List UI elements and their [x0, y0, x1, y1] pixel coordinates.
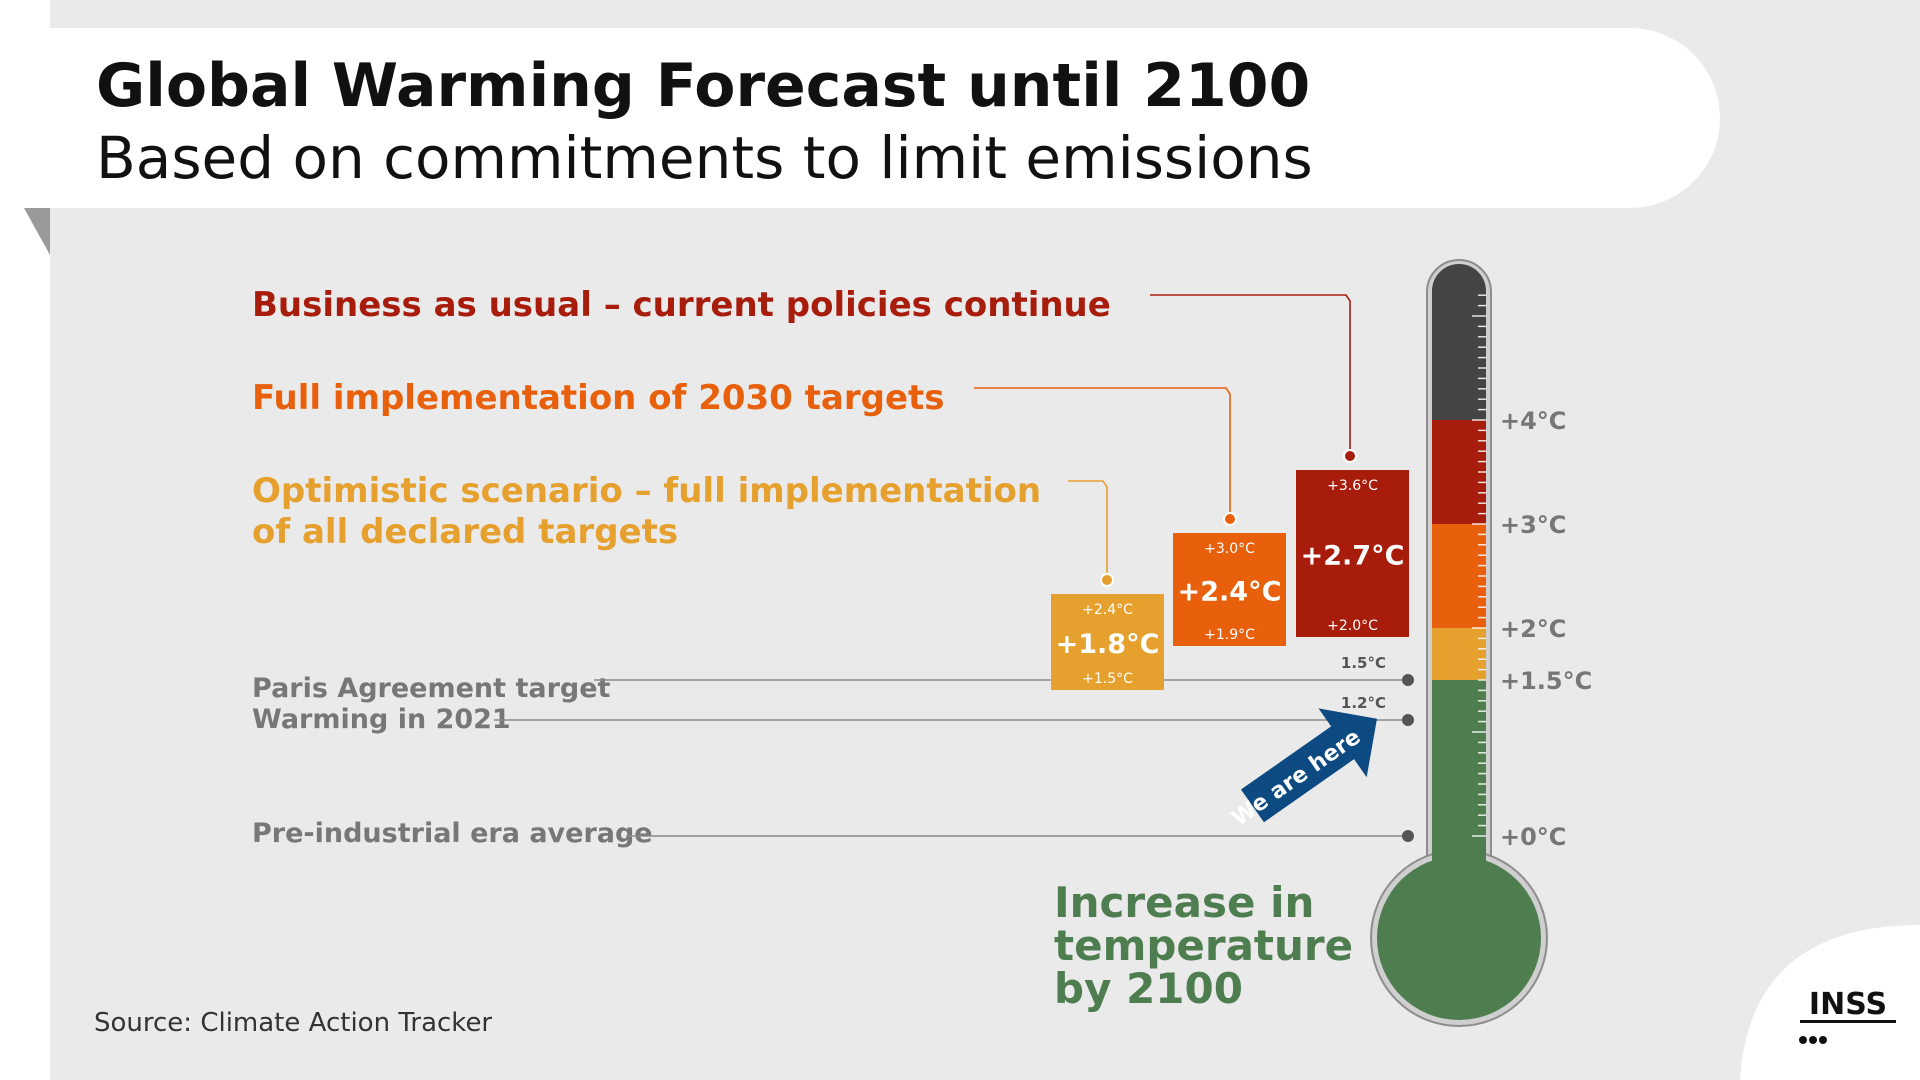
scenario-low-label: +1.9°C [1204, 627, 1255, 643]
scenario-low-label: +1.5°C [1082, 671, 1133, 687]
logo-rule [1800, 1020, 1896, 1023]
logo-corner: INSS [1740, 925, 1920, 1080]
thermometer-tick-label: +1.5°C [1500, 667, 1592, 695]
axis-title-line1: Increase in [1054, 878, 1314, 927]
logo-dot-1 [1799, 1036, 1807, 1044]
scenario-high-label: +2.4°C [1082, 602, 1133, 618]
axis-title-line3: by 2100 [1054, 964, 1243, 1013]
scenario-mid-label: +2.7°C [1301, 541, 1405, 572]
reference-lines: Paris Agreement target 1.5°C Warming in 20… [252, 654, 1414, 849]
we-are-here-arrow [1240, 708, 1377, 823]
banner-fold [24, 208, 50, 255]
thermometer-bulb [1377, 856, 1541, 1020]
scenario-leader-dot [1100, 573, 1114, 587]
scenario-bars: +2.4°C +1.8°C +1.5°C +3.0°C +2.4°C +1.9°C +3.6… [1051, 470, 1409, 690]
reference-value-label: 1.5°C [1341, 654, 1386, 672]
reference-point [1402, 830, 1414, 842]
thermometer-tick-label: +2°C [1500, 615, 1566, 643]
thermometer-band-0 [1432, 264, 1486, 420]
scenario-label-business-as-usual: Business as usual – current policies con… [252, 285, 1111, 325]
scenario-high-label: +3.0°C [1204, 541, 1255, 557]
scenario-label-optimistic-line2: of all declared targets [252, 512, 678, 552]
scenario-bar [1173, 533, 1286, 646]
scenario-low-label: +2.0°C [1327, 618, 1378, 634]
axis-title-line2: temperature [1054, 921, 1353, 970]
inss-logo: INSS [1809, 987, 1887, 1022]
thermometer-band-3 [1432, 628, 1486, 680]
axis-title: Increase in temperature by 2100 [1054, 878, 1353, 1013]
page-title: Global Warming Forecast until 2100 [96, 51, 1310, 121]
thermometer-band-2 [1432, 524, 1486, 628]
scenario-leader-line [1068, 480, 1108, 580]
thermometer-band-1 [1432, 420, 1486, 524]
scenario-mid-label: +1.8°C [1056, 629, 1160, 660]
thermometer-tick-label: +3°C [1500, 511, 1566, 539]
scenario-label-2030-targets: Full implementation of 2030 targets [252, 378, 945, 418]
scenario-bar [1296, 470, 1409, 637]
page-subtitle: Based on commitments to limit emissions [96, 124, 1313, 192]
reference-label: Paris Agreement target [252, 673, 611, 704]
logo-dot-3 [1819, 1036, 1827, 1044]
thermometer-tick-label: +4°C [1500, 407, 1566, 435]
scenario-label-optimistic-line1: Optimistic scenario – full implementatio… [252, 471, 1041, 511]
thermometer-bands [1432, 264, 1486, 940]
scenario-leaders [974, 294, 1357, 587]
scenario-mid-label: +2.4°C [1178, 577, 1282, 608]
scenario-high-label: +3.6°C [1327, 478, 1378, 494]
logo-backdrop [1740, 925, 1920, 1080]
scenario-leader-line [1150, 294, 1351, 456]
logo-dot-2 [1809, 1036, 1817, 1044]
reference-point [1402, 714, 1414, 726]
scenario-labels: Business as usual – current policies con… [252, 285, 1111, 552]
header-banner: Global Warming Forecast until 2100 Based… [24, 28, 1720, 255]
scenario-leader-dot [1223, 512, 1237, 526]
scenario-bar [1051, 594, 1164, 690]
reference-value-label: 1.2°C [1341, 694, 1386, 712]
thermometer: +4°C +3°C +2°C +1.5°C +0°C [1370, 259, 1592, 1027]
reference-label: Warming in 2021 [252, 704, 511, 735]
banner-shape [24, 28, 1720, 208]
source-note: Source: Climate Action Tracker [94, 1008, 492, 1038]
thermometer-tick-label: +0°C [1500, 823, 1566, 851]
scenario-leader-dot [1343, 449, 1357, 463]
reference-label: Pre-industrial era average [252, 818, 653, 849]
reference-point [1402, 674, 1414, 686]
scenario-leader-line [974, 387, 1231, 519]
